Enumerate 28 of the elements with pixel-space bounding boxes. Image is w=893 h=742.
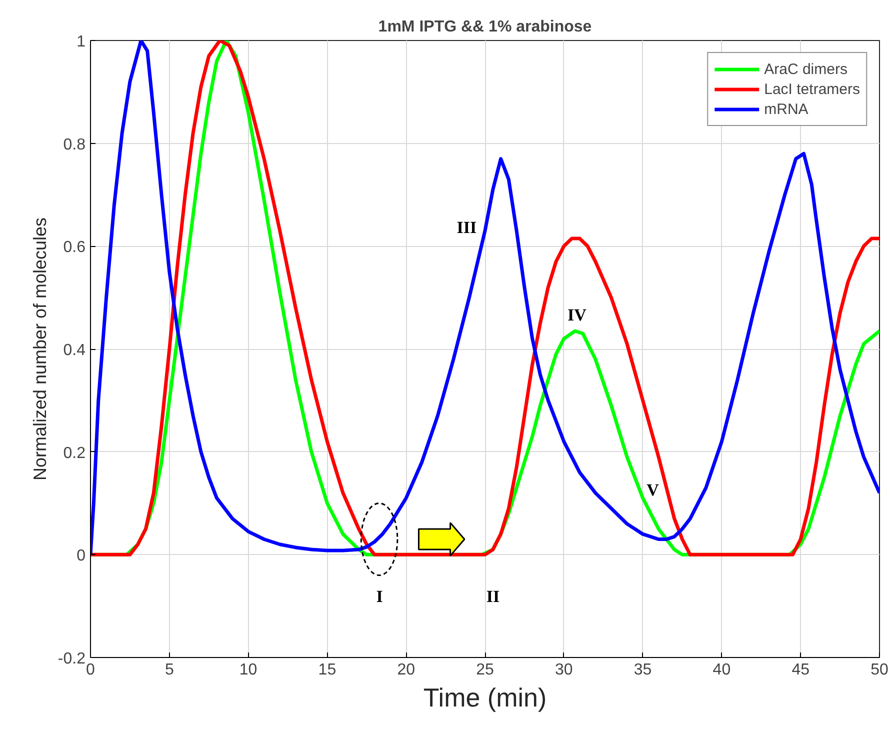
annotation: V — [646, 480, 660, 500]
y-tick-label: 0.4 — [63, 342, 86, 359]
legend-label: AraC dimers — [764, 60, 848, 78]
y-tick-label: -0.2 — [58, 650, 86, 668]
y-tick-label: 1 — [76, 34, 86, 50]
annotation: IV — [568, 306, 588, 325]
x-tick-label: 30 — [555, 662, 573, 678]
y-axis-title: Normalized number of molecules — [30, 217, 50, 481]
x-tick-label: 25 — [476, 662, 494, 678]
annotation: I — [376, 587, 384, 606]
y-tick-label: 0.8 — [63, 136, 86, 154]
y-tick-label: 0 — [76, 548, 86, 565]
x-tick-label: 5 — [164, 662, 174, 678]
x-tick-label: 50 — [870, 662, 888, 678]
x-tick-label: 10 — [239, 662, 258, 678]
legend-label: mRNA — [764, 100, 808, 118]
x-axis-title: Time (min) — [423, 682, 547, 712]
x-tick-label: 20 — [397, 662, 416, 678]
annotation: III — [456, 218, 477, 237]
x-tick-label: 35 — [634, 662, 652, 678]
x-tick-label: 15 — [318, 662, 336, 678]
x-tick-label: 40 — [712, 662, 731, 678]
annotation: II — [486, 587, 500, 606]
y-tick-label: 0.6 — [63, 239, 86, 256]
legend-label: LacI tetramers — [764, 80, 860, 98]
x-tick-label: 45 — [792, 662, 810, 678]
y-tick-label: 0.2 — [63, 444, 86, 462]
chart-title: 1mM IPTG && 1% arabinose — [378, 18, 592, 36]
